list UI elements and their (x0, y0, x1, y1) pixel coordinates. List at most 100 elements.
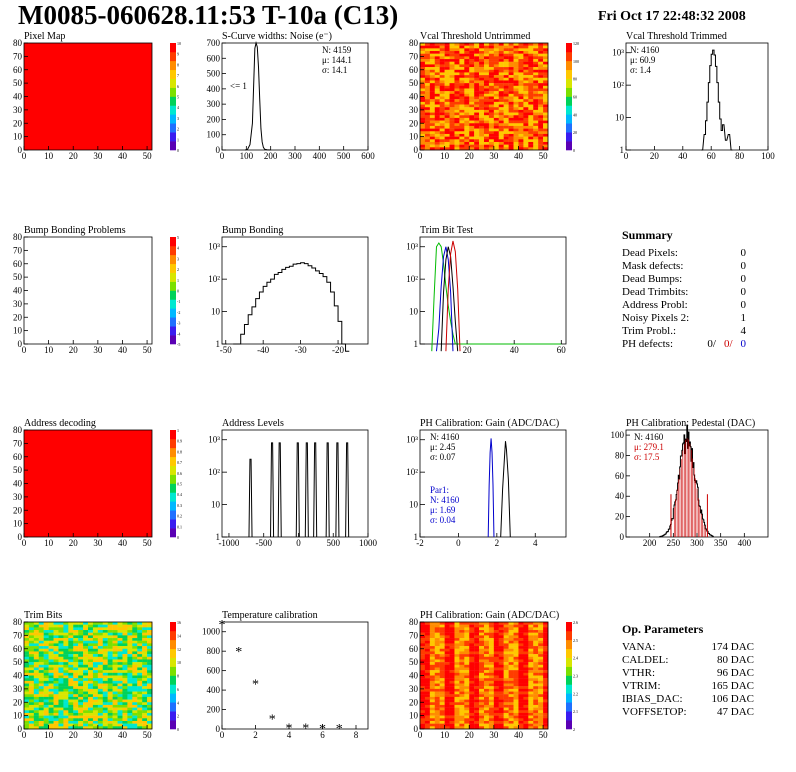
heatmap-cell (97, 699, 103, 703)
heatmap-cell (132, 622, 138, 625)
heatmap-cell (58, 696, 64, 700)
y-tick-label: 30 (409, 684, 419, 694)
heatmap-cell (28, 656, 35, 660)
heatmap-cell (459, 139, 465, 143)
heatmap-cell (469, 715, 475, 719)
heatmap-cell (464, 715, 470, 719)
heatmap-cell (543, 654, 549, 657)
heatmap-cell (68, 632, 74, 636)
heatmap-cell (543, 686, 549, 690)
heatmap-cell (142, 630, 148, 633)
x-tick-label: 40 (514, 151, 524, 161)
heatmap-cell (533, 712, 539, 716)
heatmap-cell (508, 635, 514, 639)
heatmap-cell (543, 72, 549, 76)
palette-swatch (170, 237, 176, 247)
heatmap-cell (508, 59, 514, 62)
heatmap-cell (420, 59, 426, 62)
heatmap-cell (533, 75, 539, 78)
y-tick-label: 0 (18, 724, 23, 734)
heatmap-cell (523, 710, 529, 714)
heatmap-cell (48, 630, 54, 633)
heatmap-cell (33, 627, 39, 631)
heatmap-cell (503, 59, 509, 62)
heatmap-cell (444, 654, 450, 657)
palette-label: 3 (177, 116, 179, 121)
heatmap-cell (488, 144, 495, 148)
heatmap-cell (459, 640, 465, 644)
heatmap-cell (434, 686, 440, 690)
heatmap-cell (459, 664, 465, 668)
y-tick-label: 1 (620, 145, 625, 155)
heatmap-cell (518, 715, 524, 719)
heatmap-cell (112, 632, 118, 636)
heatmap-cell (479, 702, 485, 706)
heatmap-cell (127, 680, 133, 684)
heatmap-cell (122, 720, 128, 724)
heatmap-cell (444, 59, 450, 62)
heatmap-cell (528, 622, 534, 625)
chart-title: Temperature calibration (222, 610, 318, 621)
heatmap-cell (454, 85, 460, 89)
heatmap-cell (444, 123, 450, 127)
heatmap-cell (102, 667, 108, 671)
heatmap-cell (508, 88, 514, 92)
heatmap-cell (479, 67, 485, 70)
heatmap-cell (38, 720, 44, 724)
heatmap-cell (479, 125, 485, 129)
heatmap-cell (543, 691, 549, 695)
heatmap-cell (459, 683, 465, 687)
stats-box-par1: σ: 0.04 (430, 515, 456, 525)
palette-swatch (170, 720, 176, 730)
x-tick-label: 2 (495, 538, 500, 548)
heatmap-cell (424, 43, 431, 46)
heatmap-cell (459, 80, 465, 84)
heatmap-cell (420, 64, 426, 68)
heatmap-cell (498, 64, 504, 68)
heatmap-cell (434, 715, 440, 719)
heatmap-cell (523, 101, 529, 105)
heatmap-cell (488, 139, 495, 143)
heatmap-cell (449, 707, 455, 711)
heatmap-cell (92, 715, 99, 719)
heatmap-cell (513, 61, 519, 65)
heatmap-cell (513, 109, 519, 113)
heatmap-cell (454, 627, 460, 631)
heatmap-cell (68, 686, 74, 690)
heatmap-cell (429, 147, 435, 151)
heatmap-cell (68, 640, 74, 644)
heatmap-cell (538, 680, 544, 684)
heatmap-cell (523, 707, 529, 711)
heatmap-cell (102, 662, 108, 665)
heatmap-cell (479, 117, 485, 121)
x-tick-label: 0 (22, 345, 27, 355)
heatmap-cell (523, 133, 529, 137)
heatmap-cell (429, 627, 435, 631)
heatmap-cell (543, 707, 549, 711)
heatmap-cell (464, 64, 470, 68)
heatmap-cell (444, 622, 450, 625)
heatmap-cell (53, 688, 59, 692)
heatmap-cell (469, 91, 475, 95)
heatmap-cell (479, 654, 485, 657)
palette-swatch (566, 60, 572, 71)
heatmap-cell (454, 43, 460, 46)
heatmap-cell (503, 67, 509, 70)
heatmap-cell (420, 112, 426, 116)
heatmap-cell (73, 632, 79, 636)
heatmap-cell (83, 667, 89, 671)
heatmap-cell (420, 662, 426, 665)
heatmap-cell (523, 131, 529, 135)
heatmap-cell (429, 136, 435, 140)
x-tick-label: -2 (416, 538, 424, 548)
heatmap-cell (513, 646, 519, 649)
heatmap-cell (439, 144, 445, 148)
heatmap-cell (543, 136, 549, 140)
heatmap-cell (117, 718, 123, 722)
heatmap-cell (444, 643, 450, 647)
heatmap-cell (538, 630, 544, 633)
heatmap-cell (424, 635, 431, 639)
heatmap-cell (508, 696, 514, 700)
heatmap-cell (459, 672, 465, 676)
heatmap-cell (444, 718, 450, 722)
